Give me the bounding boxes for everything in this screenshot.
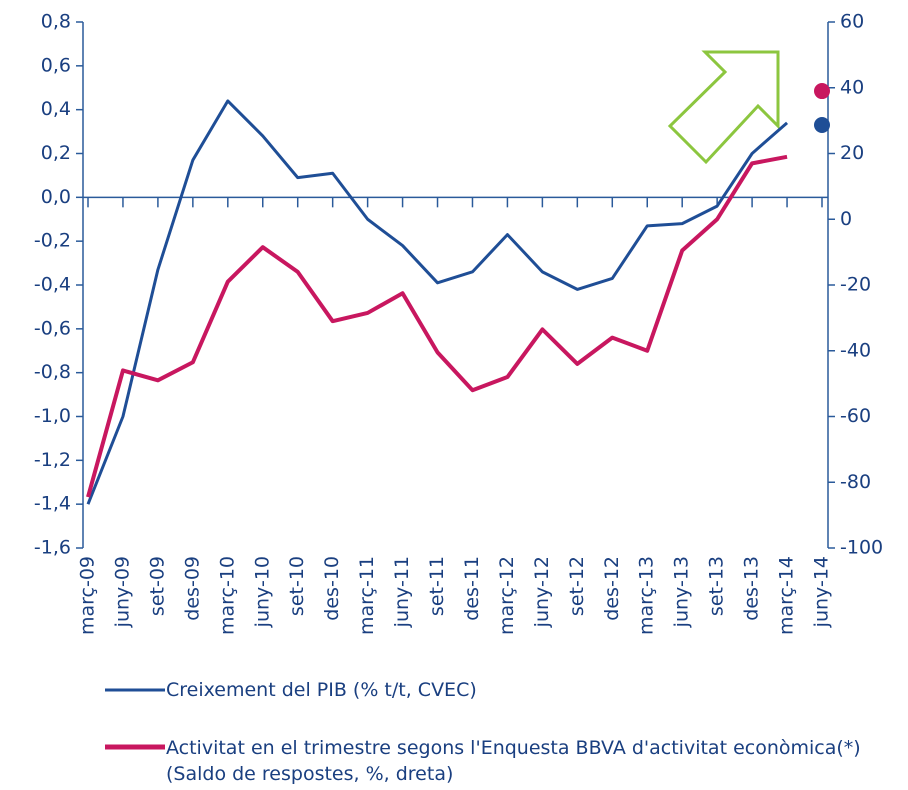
x-tick-label: març-09 xyxy=(77,556,99,635)
y2-tick-label: -100 xyxy=(840,537,883,559)
y-tick-label: 0,2 xyxy=(41,142,71,164)
forecast-point xyxy=(814,83,830,100)
x-tick-label: des-11 xyxy=(461,556,483,621)
y2-tick-label: -60 xyxy=(840,405,871,427)
y2-tick-label: -80 xyxy=(840,471,871,493)
x-tick-label: set-11 xyxy=(426,556,448,616)
x-tick-label: set-13 xyxy=(706,556,728,616)
x-tick-label: juny-10 xyxy=(251,556,273,628)
series-line xyxy=(86,99,789,505)
y-tick-label: 0,0 xyxy=(41,186,71,208)
y-tick-label: -0,2 xyxy=(34,230,71,252)
x-tick-label: juny-12 xyxy=(531,556,553,628)
x-tick-label: març-11 xyxy=(356,556,378,635)
y2-tick-label: 40 xyxy=(840,76,864,98)
y-tick-label: -1,4 xyxy=(34,493,71,515)
y-tick-label: -0,6 xyxy=(34,317,71,339)
y-tick-label: -1,6 xyxy=(34,537,71,559)
y-tick-label: 0,4 xyxy=(41,98,71,120)
x-tick-label: des-13 xyxy=(741,556,763,621)
x-tick-label: set-10 xyxy=(286,556,308,616)
x-tick-label: set-09 xyxy=(146,556,168,616)
x-tick-label: des-12 xyxy=(601,556,623,621)
x-tick-label: juny-14 xyxy=(811,556,833,628)
trend-arrow xyxy=(667,50,780,165)
x-tick-label: juny-13 xyxy=(671,556,693,628)
legend-label: Creixement del PIB (% t/t, CVEC) xyxy=(166,679,477,701)
y-tick-label: -0,4 xyxy=(34,274,71,296)
x-tick-label: juny-11 xyxy=(391,556,413,628)
x-tick-label: des-10 xyxy=(321,556,343,621)
x-tick-label: juny-09 xyxy=(111,556,133,628)
series-line xyxy=(86,154,788,498)
y2-tick-label: 60 xyxy=(840,11,864,33)
y2-tick-label: 20 xyxy=(840,142,864,164)
forecast-point xyxy=(814,117,830,134)
x-tick-label: març-14 xyxy=(776,556,798,635)
x-tick-label: set-12 xyxy=(566,556,588,616)
y-tick-label: 0,8 xyxy=(41,11,71,33)
x-tick-label: març-13 xyxy=(636,556,658,635)
x-tick-label: març-10 xyxy=(216,556,238,635)
y-tick-label: 0,6 xyxy=(41,54,71,76)
x-tick-label: març-12 xyxy=(496,556,518,635)
y2-tick-label: -20 xyxy=(840,274,871,296)
x-tick-label: des-09 xyxy=(181,556,203,621)
y-tick-label: -1,0 xyxy=(34,405,71,427)
y2-tick-label: -40 xyxy=(840,339,871,361)
legend-label: Activitat en el trimestre segons l'Enque… xyxy=(166,737,861,785)
y2-tick-label: 0 xyxy=(840,208,852,230)
y-tick-label: -1,2 xyxy=(34,449,71,471)
y-tick-label: -0,8 xyxy=(34,361,71,383)
